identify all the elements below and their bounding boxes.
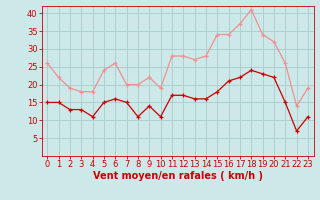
X-axis label: Vent moyen/en rafales ( km/h ): Vent moyen/en rafales ( km/h )	[92, 171, 263, 181]
